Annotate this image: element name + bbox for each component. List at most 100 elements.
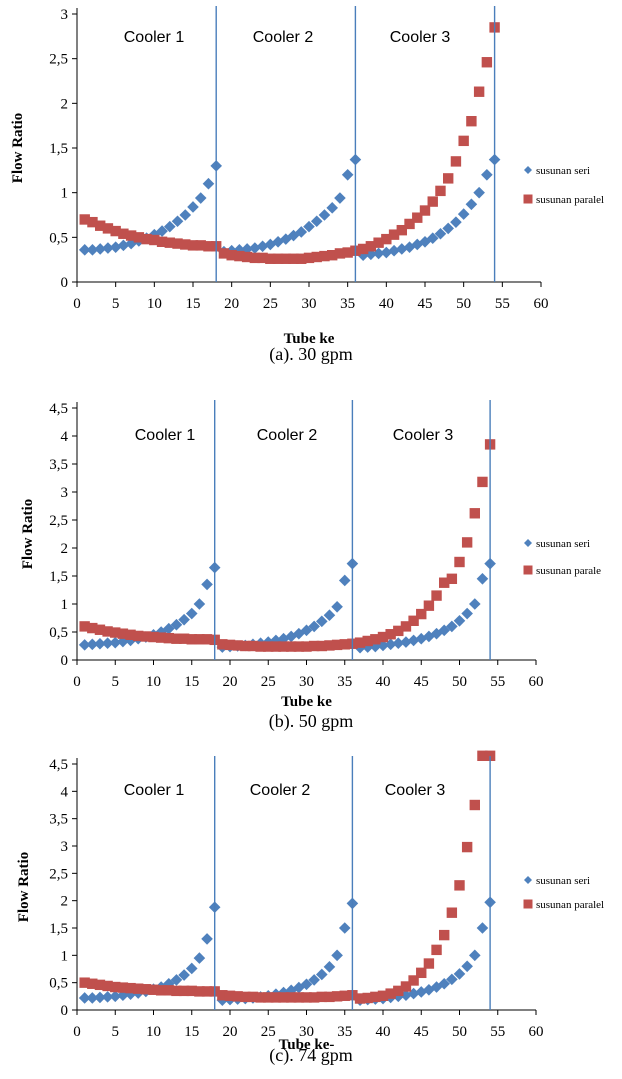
seri-point — [303, 220, 315, 233]
paralel-point — [354, 637, 366, 648]
paralel-point — [133, 630, 144, 642]
paralel-point — [263, 992, 274, 1003]
y-tick-label: 2,5 — [49, 513, 68, 529]
paralel-point — [270, 641, 282, 652]
seri-point — [476, 922, 489, 934]
seri-point — [101, 991, 114, 1003]
x-tick-label: 45 — [414, 674, 429, 690]
paralel-point — [370, 634, 381, 645]
seri-point — [388, 244, 400, 257]
paralel-point — [149, 234, 160, 246]
seri-point — [86, 638, 99, 651]
x-tick-label: 0 — [73, 674, 81, 690]
paralel-point — [377, 631, 389, 643]
paralel-point — [427, 196, 438, 207]
seri-point — [357, 249, 369, 261]
seri-point — [419, 236, 431, 248]
paralel-point — [408, 615, 419, 626]
x-tick-label: 30 — [299, 1024, 314, 1040]
paralel-point — [377, 990, 389, 1001]
x-tick-label: 10 — [146, 1024, 161, 1040]
seri-point — [326, 202, 338, 214]
paralel-point — [79, 977, 90, 988]
y-tick-label: 2 — [61, 96, 69, 112]
paralel-point — [400, 621, 412, 632]
paralel-point — [381, 233, 392, 245]
seri-point — [469, 598, 481, 610]
cooler-label: Cooler 1 — [135, 427, 196, 444]
paralel-point — [446, 573, 458, 584]
paralel-point — [263, 641, 274, 652]
paralel-point — [446, 907, 458, 918]
seri-point — [453, 968, 466, 980]
paralel-point — [461, 537, 473, 548]
seri-point — [308, 620, 320, 633]
paralel-point — [186, 985, 197, 997]
seri-point — [318, 209, 331, 221]
seri-point — [101, 637, 114, 649]
cooler-label: Cooler 2 — [250, 782, 311, 799]
seri-point — [310, 215, 323, 228]
y-tick-label: 4,5 — [49, 401, 68, 417]
paralel-point — [140, 984, 152, 995]
seri-point — [109, 990, 122, 1003]
paralel-point — [171, 985, 182, 997]
seri-point — [170, 974, 183, 986]
legend-label: susunan parale — [536, 565, 601, 577]
paralel-point — [140, 631, 152, 642]
paralel-point — [319, 250, 330, 262]
seri-point — [193, 952, 206, 964]
paralel-point — [439, 929, 450, 941]
paralel-point — [293, 992, 305, 1003]
paralel-point — [311, 251, 322, 263]
paralel-point — [373, 237, 384, 248]
x-tick-label: 5 — [112, 674, 120, 690]
seri-point — [280, 233, 292, 245]
paralel-point — [278, 992, 289, 1003]
paralel-point — [118, 228, 129, 239]
paralel-point — [431, 944, 442, 956]
x-tick-label: 55 — [490, 674, 505, 690]
paralel-point — [156, 236, 168, 247]
paralel-point — [270, 992, 282, 1003]
seri-point — [400, 636, 412, 648]
paralel-point — [303, 252, 315, 264]
seri-point — [185, 607, 198, 620]
seri-point — [415, 632, 428, 645]
paralel-point — [218, 248, 230, 259]
x-tick-label: 40 — [379, 296, 394, 312]
paralel-point — [316, 640, 327, 652]
paralel-point — [316, 991, 327, 1003]
legend-label: susunan seri — [536, 875, 590, 887]
x-tick-label: 35 — [340, 296, 355, 312]
legend-label: susunan seri — [536, 538, 590, 550]
caption-c: (c). 74 gpm — [269, 1045, 353, 1065]
paralel-point — [481, 57, 493, 68]
paralel-point — [388, 229, 400, 240]
legend-seri-marker — [524, 876, 532, 884]
cooler-label: Cooler 2 — [257, 427, 318, 444]
paralel-point — [301, 992, 312, 1003]
paralel-point — [484, 750, 496, 761]
paralel-point — [255, 641, 266, 652]
paralel-point — [164, 237, 175, 248]
chart-panel-c: 0 5 10 15 20 25 30 35 40 45 50 55 60 0 0,5 1 1,5 2 2,5 3 3,5… — [0, 735, 622, 1079]
x-tick-label: 40 — [376, 674, 391, 690]
seri-point — [171, 215, 184, 228]
paralel-point — [125, 982, 136, 994]
paralel-point — [454, 880, 465, 891]
y-axis-title: Flow Ratio — [20, 499, 36, 569]
paralel-point — [334, 248, 346, 259]
paralel-point — [473, 86, 485, 97]
seri-point — [78, 992, 91, 1004]
y-tick-label: 4 — [61, 429, 69, 445]
legend-label: susunan seri — [536, 165, 590, 177]
paralel-point — [458, 135, 469, 147]
seri-point — [300, 978, 313, 991]
paralel-point — [171, 633, 182, 644]
paralel-point — [477, 750, 488, 761]
paralel-point — [423, 958, 435, 969]
x-tick-label: 5 — [112, 296, 120, 312]
x-tick-label: 60 — [534, 296, 549, 312]
paralel-point — [201, 634, 213, 645]
